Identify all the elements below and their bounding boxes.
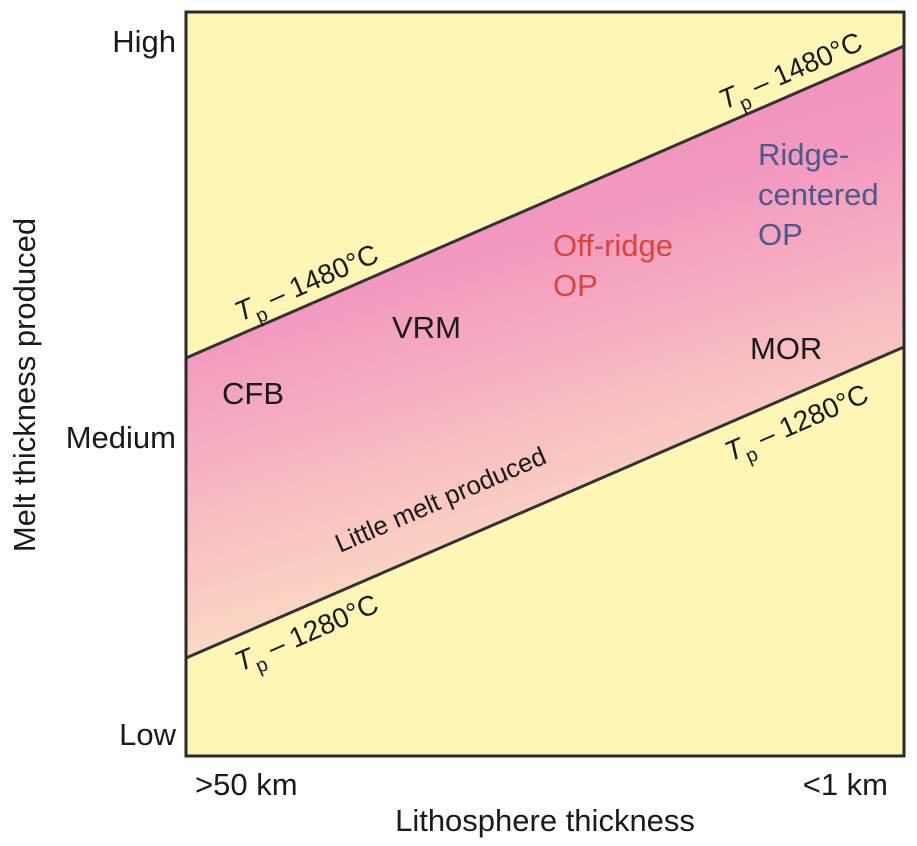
offridge-label-line2: OP <box>553 268 598 303</box>
melt-band <box>186 46 904 658</box>
y-tick-low: Low <box>119 717 176 752</box>
vrm-label: VRM <box>392 310 461 345</box>
y-tick-medium: Medium <box>66 420 176 455</box>
y-tick-high: High <box>112 24 176 59</box>
ridge-label-line2: centered <box>758 177 879 212</box>
offridge-label-line1: Off-ridge <box>553 228 673 263</box>
mor-label: MOR <box>750 331 822 366</box>
lower-temperature-line <box>185 345 905 660</box>
ridge-label-line1: Ridge- <box>758 137 849 172</box>
ridge-label-line3: OP <box>758 217 803 252</box>
plot-frame <box>184 10 906 758</box>
cfb-label: CFB <box>222 376 284 411</box>
upper-temperature-line <box>185 44 905 360</box>
x-axis-title: Lithosphere thickness <box>395 803 695 838</box>
x-tick-right: <1 km <box>803 767 888 802</box>
x-tick-left: >50 km <box>195 767 298 802</box>
y-axis-title: Melt thickness produced <box>7 218 42 552</box>
